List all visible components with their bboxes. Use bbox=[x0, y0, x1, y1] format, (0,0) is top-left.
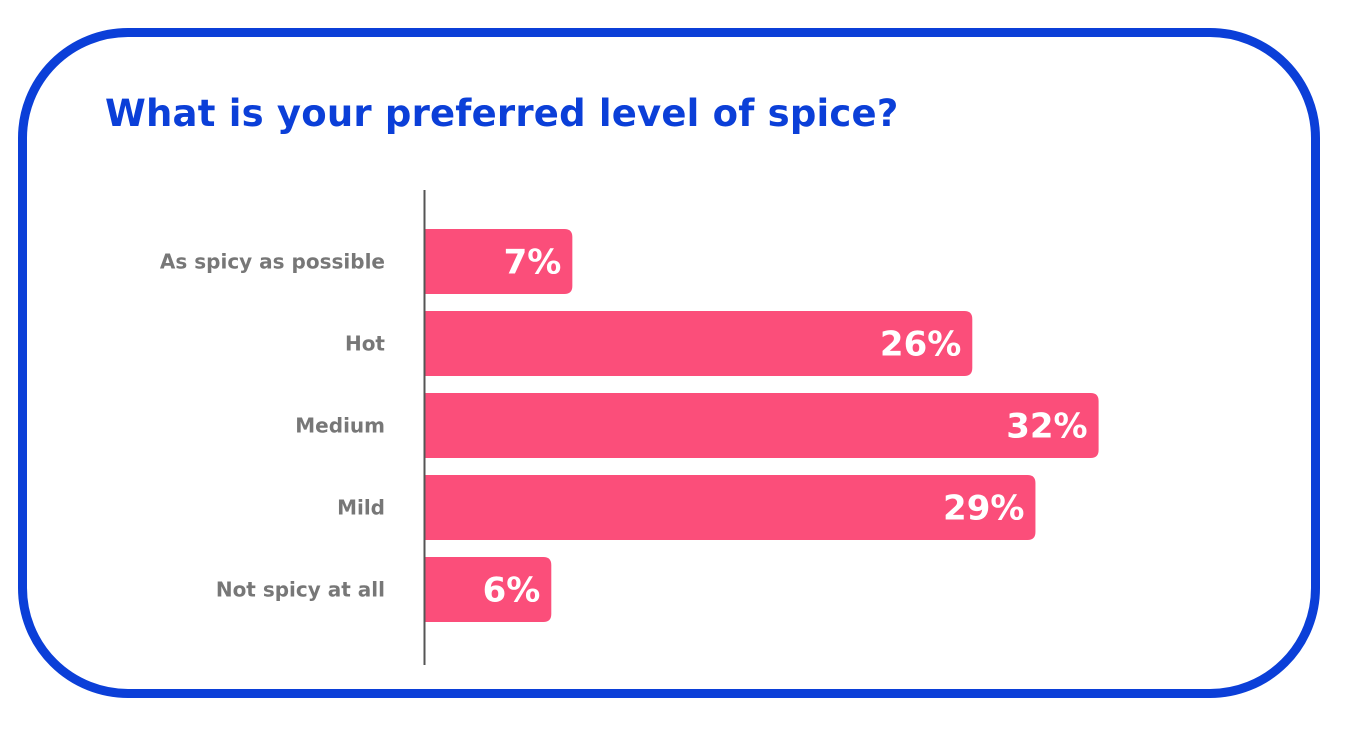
category-label: Not spicy at all bbox=[216, 578, 385, 602]
category-label: Medium bbox=[295, 414, 385, 438]
bar bbox=[425, 557, 552, 622]
value-label: 32% bbox=[1006, 407, 1087, 447]
value-label: 29% bbox=[943, 489, 1024, 529]
bar-group-0: As spicy as possible 7% bbox=[160, 229, 573, 294]
bar bbox=[425, 229, 573, 294]
value-label: 6% bbox=[483, 571, 541, 611]
bar-group-3: Mild 29% bbox=[337, 475, 1036, 540]
chart-title: What is your preferred level of spice? bbox=[105, 92, 899, 135]
category-label: Hot bbox=[345, 332, 385, 356]
category-label: Mild bbox=[337, 496, 385, 520]
category-label: As spicy as possible bbox=[160, 250, 385, 274]
bar bbox=[425, 475, 1036, 540]
bars-layer: As spicy as possible 7% Hot 26% Medium 32% Mil… bbox=[160, 229, 1099, 622]
bar-group-1: Hot 26% bbox=[345, 311, 973, 376]
value-label: 7% bbox=[504, 243, 562, 283]
value-label: 26% bbox=[880, 325, 961, 365]
bar-group-4: Not spicy at all 6% bbox=[216, 557, 552, 622]
bar-group-2: Medium 32% bbox=[295, 393, 1099, 458]
bar bbox=[425, 311, 973, 376]
bar bbox=[425, 393, 1099, 458]
